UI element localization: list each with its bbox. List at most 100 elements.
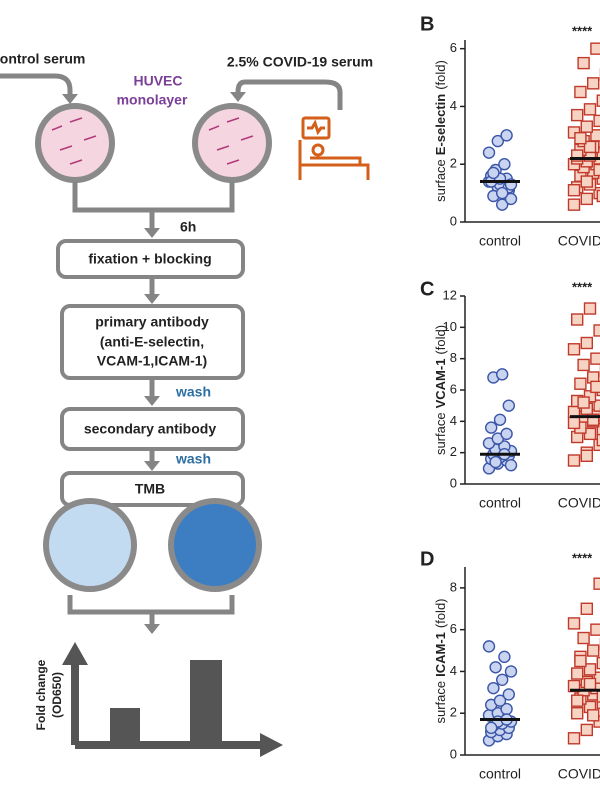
data-point (590, 352, 600, 365)
arrow (235, 79, 343, 110)
icon-bar (110, 708, 140, 745)
y-tick-label: 4 (450, 413, 457, 428)
y-axis-label-part: (fold) (433, 598, 448, 628)
data-point (496, 673, 509, 686)
data-point (498, 650, 511, 664)
y-tick-label: 0 (450, 475, 457, 490)
data-point (596, 94, 600, 107)
data-point (593, 114, 600, 128)
data-point (596, 656, 600, 670)
data-point (504, 665, 518, 678)
arrowhead (144, 294, 160, 304)
data-point (504, 192, 518, 206)
data-point (596, 696, 600, 709)
data-point (571, 313, 584, 326)
step-label: VCAM-1,ICAM-1) (97, 353, 207, 369)
data-point (487, 681, 500, 695)
data-point (590, 42, 600, 55)
data-point (504, 459, 518, 472)
y-tick-label: 2 (450, 156, 457, 171)
label: monolayer (117, 92, 188, 108)
y-tick-label: 6 (450, 40, 457, 55)
label: (OD650) (50, 672, 64, 718)
y-tick-label: 6 (450, 381, 457, 396)
icon-axis (71, 660, 265, 749)
data-point (583, 390, 597, 403)
data-point (574, 85, 587, 99)
arrowhead (144, 461, 160, 471)
well (35, 103, 115, 183)
y-tick-label: 0 (450, 213, 457, 228)
panel-label: D (420, 548, 434, 570)
data-point (587, 413, 600, 426)
panel-label: B (420, 13, 434, 35)
x-tick-label: COVID-19 (558, 495, 600, 511)
data-point (485, 721, 498, 735)
data-point (567, 198, 581, 211)
step-label: (anti-E-selectin, (100, 334, 204, 350)
y-tick-label: 2 (450, 705, 457, 720)
data-point (493, 694, 507, 707)
data-point (580, 120, 593, 133)
data-point (496, 368, 509, 381)
data-point (590, 623, 600, 636)
data-point (567, 454, 581, 467)
data-point (577, 56, 590, 70)
annotation: **** (572, 279, 593, 294)
y-tick-label: 0 (450, 746, 457, 761)
y-axis-label-part: VCAM-1 (433, 359, 448, 409)
data-point (583, 663, 597, 676)
x-tick-label: control (479, 766, 521, 782)
data-point (587, 709, 600, 722)
patient-icon (298, 116, 370, 180)
y-axis-label: surface ICAM-1 (fold) (433, 598, 448, 723)
well (43, 498, 137, 592)
step-label: fixation + blocking (88, 251, 211, 267)
data-point (587, 77, 600, 90)
data-point (482, 146, 496, 159)
data-point (593, 577, 600, 590)
data-point (587, 644, 600, 657)
label: HUVEC (133, 73, 182, 89)
y-tick-label: 10 (443, 319, 457, 334)
data-point (580, 723, 593, 737)
data-point (571, 667, 584, 680)
workflow-diagram: control serum HUVEC monolayer 2.5% COVID… (0, 51, 373, 757)
data-point (567, 184, 581, 197)
data-point (596, 433, 600, 447)
y-axis-label-part: surface (433, 681, 448, 724)
label: 6h (180, 219, 196, 235)
data-point (491, 134, 504, 148)
step-box (60, 407, 245, 451)
arrowhead (230, 92, 246, 102)
data-point (571, 707, 584, 720)
step-box (56, 239, 245, 279)
annotation: **** (572, 23, 593, 38)
connector (72, 182, 235, 232)
y-tick-label: 12 (443, 287, 457, 302)
data-point (577, 631, 590, 645)
label: wash (175, 451, 211, 467)
data-point (577, 396, 590, 409)
data-point (580, 192, 593, 206)
data-point (583, 140, 597, 154)
data-point (498, 158, 511, 171)
data-point (567, 343, 581, 356)
connector (67, 595, 235, 628)
x-tick-label: COVID-19 (558, 233, 600, 249)
data-point (580, 449, 593, 462)
data-point (485, 421, 498, 434)
data-point (500, 129, 513, 142)
cells (51, 117, 254, 165)
data-point (596, 422, 600, 436)
data-point (583, 302, 597, 315)
label: wash (175, 384, 211, 400)
arrow (0, 73, 73, 98)
data-point (571, 694, 584, 707)
data-point (596, 690, 600, 703)
data-point (593, 163, 600, 177)
data-point (571, 108, 584, 122)
data-point (580, 602, 593, 615)
data-point (574, 377, 587, 390)
